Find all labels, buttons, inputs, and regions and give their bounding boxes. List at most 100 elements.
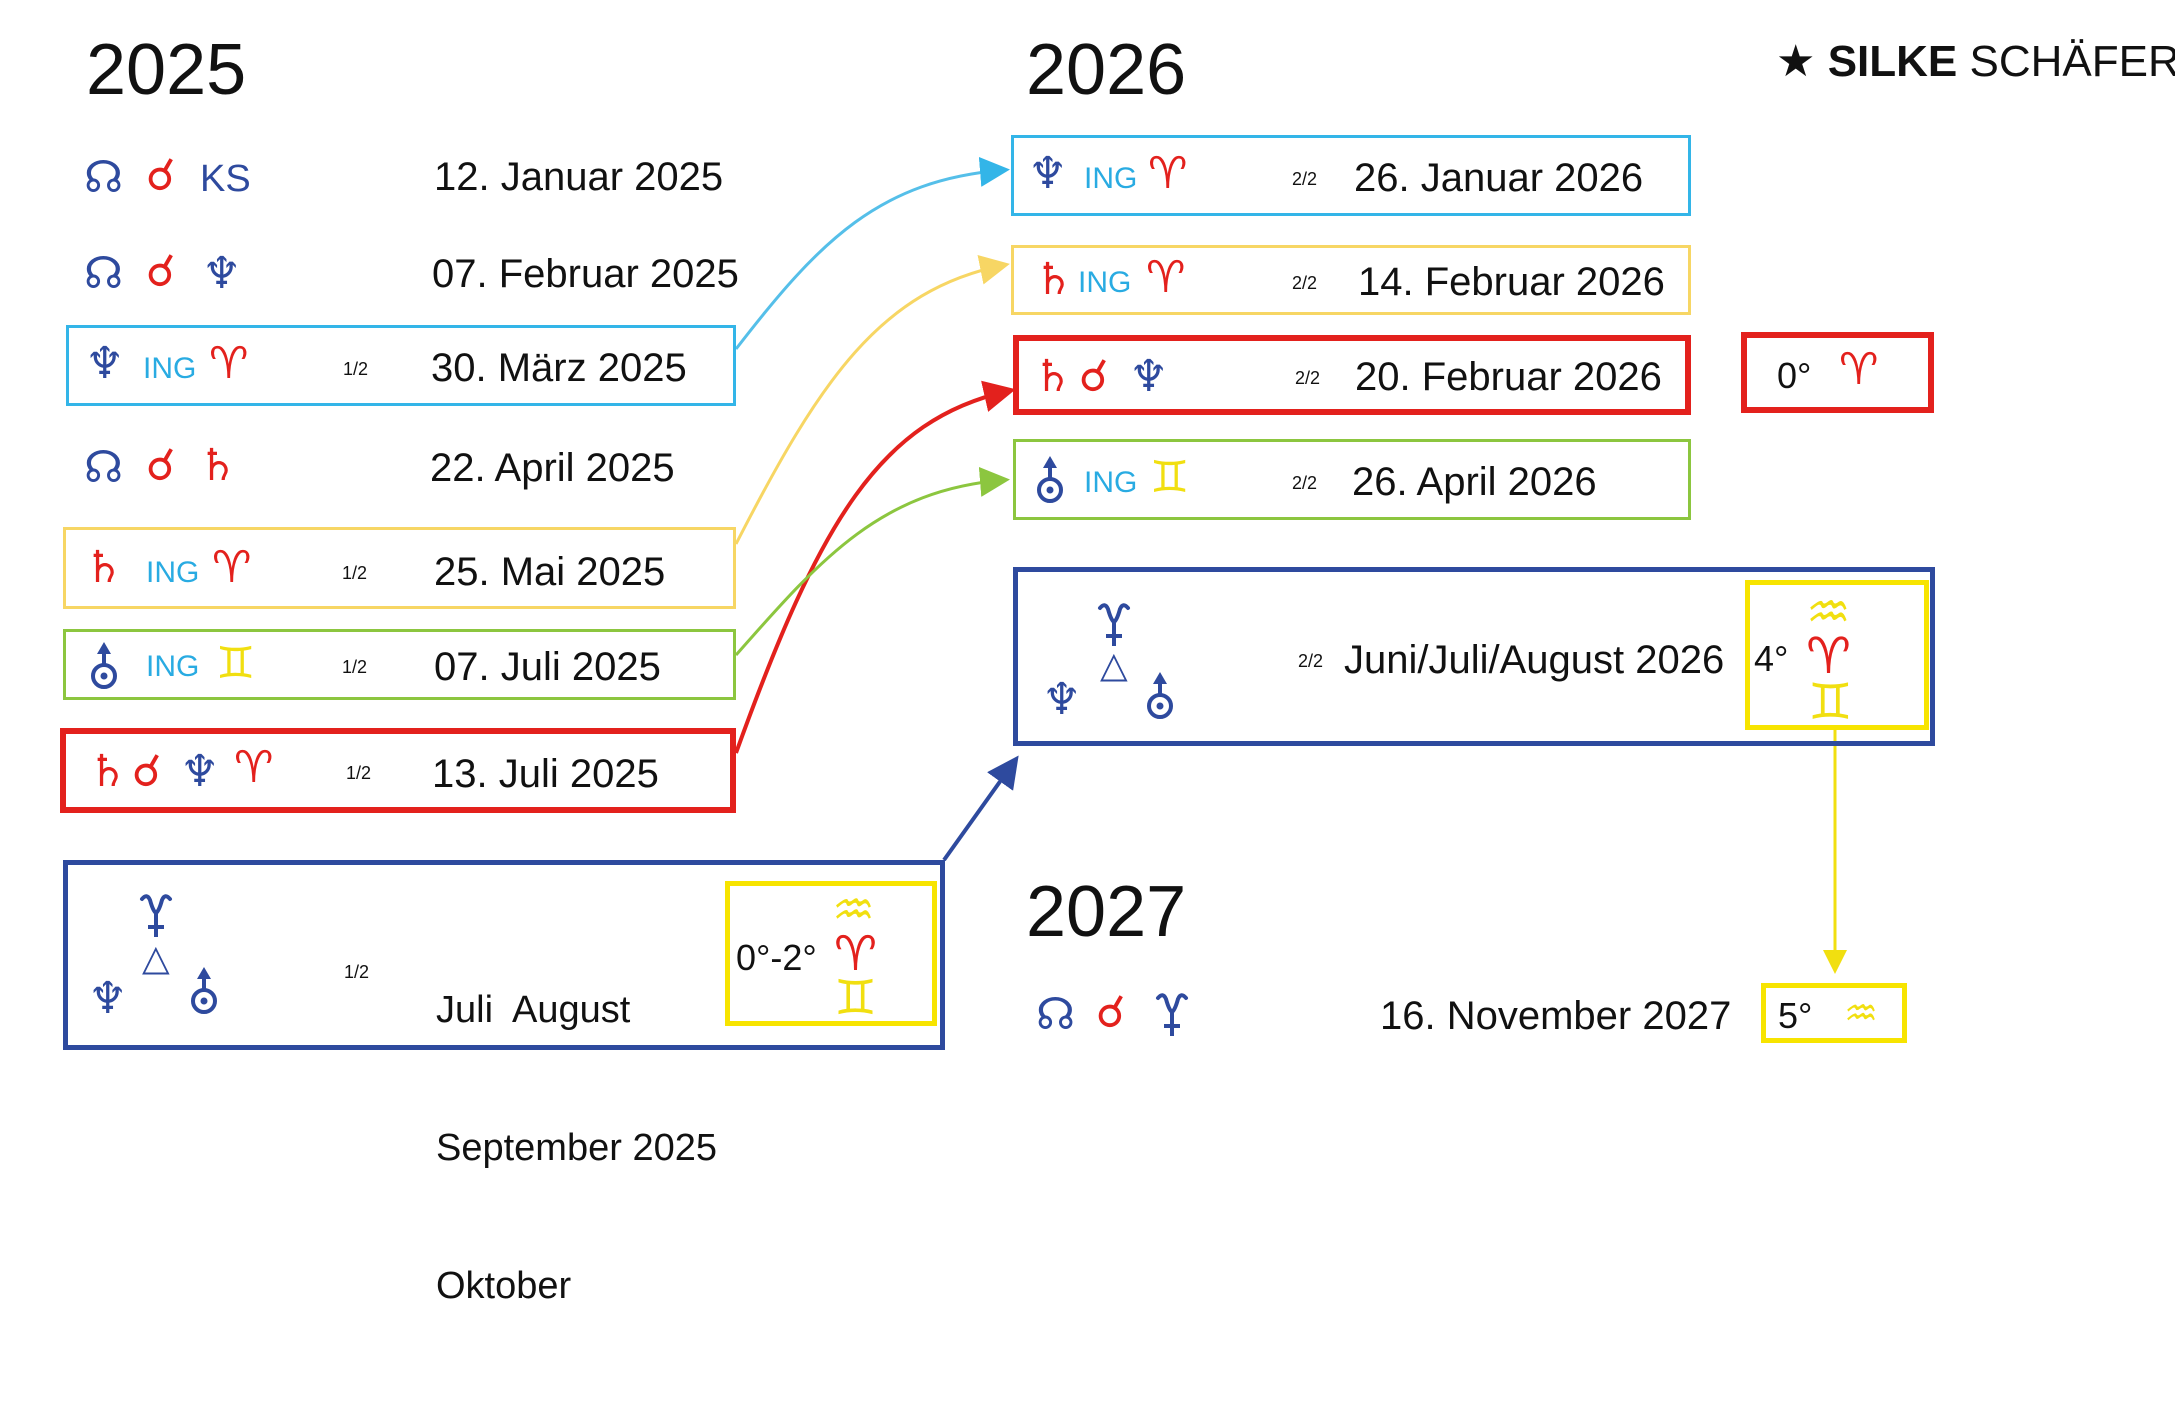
arrow-saturn-neptune — [736, 391, 1008, 753]
pluto-icon — [138, 891, 174, 939]
event-box-trine-2026: △ ♆ 2/2 Juni/Juli/August 2026 4° ♒ ♈ ♊ — [1013, 567, 1935, 746]
event-date: 20. Februar 2026 — [1355, 357, 1662, 397]
degree-box: 4° ♒ ♈ ♊ — [1745, 580, 1929, 730]
aries-icon: ♈ — [234, 746, 273, 790]
event-fraction: 1/2 — [344, 963, 369, 981]
neptune-icon: ♆ — [180, 750, 219, 794]
event-date: 13. Juli 2025 — [432, 754, 659, 794]
event-fraction: 2/2 — [1295, 369, 1320, 387]
event-date: 07. Juli 2025 — [434, 647, 661, 687]
event-fraction: 2/2 — [1292, 274, 1317, 292]
ingress-label: ING — [1084, 164, 1137, 194]
ingress-label: ING — [146, 652, 199, 682]
aries-icon: ♈ — [212, 546, 251, 590]
neptune-icon: ♆ — [1042, 678, 1081, 722]
event-box-saturn-neptune-conjunction-2: ♄ ☌ ♆ 2/2 20. Februar 2026 — [1013, 335, 1691, 415]
degree-label: 0°-2° — [736, 940, 817, 976]
brand-name-rest: SCHÄFER — [1970, 37, 2175, 86]
uranus-icon — [186, 965, 222, 1015]
year-2027-heading: 2027 — [1026, 876, 1186, 948]
uranus-icon — [86, 640, 122, 690]
event-box-neptune-ingress-2: ♆ ING ♈ 2/2 26. Januar 2026 — [1011, 135, 1691, 216]
saturn-icon: ♄ — [198, 444, 237, 488]
saturn-icon: ♄ — [1034, 258, 1073, 302]
conjunction-icon: ☌ — [1079, 355, 1109, 399]
event-box-saturn-ingress: ♄ ING ♈ 1/2 25. Mai 2025 — [63, 527, 736, 609]
arrow-uranus-ingress — [736, 480, 1004, 655]
event-fraction: 2/2 — [1298, 652, 1323, 670]
degree-box-5: 5° ♒ — [1761, 983, 1907, 1043]
event-date: 07. Februar 2025 — [432, 254, 739, 294]
aries-icon: ♈ — [1148, 152, 1187, 196]
event-fraction: 1/2 — [343, 360, 368, 378]
aries-icon: ♈ — [209, 342, 248, 386]
pluto-icon — [1154, 990, 1190, 1038]
gemini-icon: ♊ — [216, 642, 255, 686]
ingress-label: ING — [143, 354, 196, 384]
aries-icon: ♈ — [1146, 256, 1185, 300]
event-fraction: 1/2 — [346, 764, 371, 782]
event-box-saturn-ingress-2: ♄ ING ♈ 2/2 14. Februar 2026 — [1011, 245, 1691, 315]
conjunction-icon: ☌ — [146, 250, 176, 294]
neptune-icon: ♆ — [1129, 355, 1168, 399]
aries-icon: ♈ — [1839, 348, 1878, 392]
degree-box-0: 0° ♈ — [1741, 332, 1934, 413]
saturn-icon: ♄ — [88, 750, 127, 794]
neptune-icon: ♆ — [1028, 152, 1067, 196]
star-icon: ★ — [1776, 37, 1815, 86]
gemini-icon: ♊ — [1150, 456, 1189, 500]
degree-label: 4° — [1754, 641, 1788, 677]
arrow-trine — [944, 762, 1014, 860]
aquarius-icon: ♒ — [1844, 994, 1878, 1032]
event-fraction: 2/2 — [1292, 170, 1317, 188]
date-line: Juli August — [436, 987, 717, 1033]
event-box-uranus-ingress: ING ♊ 1/2 07. Juli 2025 — [63, 629, 736, 700]
conjunction-icon: ☌ — [146, 154, 176, 198]
uranus-icon — [1142, 670, 1178, 720]
conjunction-icon: ☌ — [1096, 991, 1126, 1035]
event-date: 30. März 2025 — [431, 348, 687, 388]
event-fraction: 1/2 — [342, 564, 367, 582]
ingress-label: ING — [1084, 468, 1137, 498]
event-fraction: 1/2 — [342, 658, 367, 676]
trine-icon: △ — [142, 941, 170, 977]
degree-label: 5° — [1778, 998, 1812, 1034]
north-node-icon: ☊ — [84, 446, 123, 490]
conjunction-icon: ☌ — [146, 444, 176, 488]
north-node-icon: ☊ — [84, 252, 123, 296]
gemini-icon: ♊ — [834, 974, 877, 1022]
event-fraction: 2/2 — [1292, 474, 1317, 492]
event-date: 16. November 2027 — [1380, 996, 1731, 1036]
brand-name-bold: SILKE — [1828, 37, 1958, 86]
event-date-range: Juli August September 2025 Oktober — [436, 895, 717, 1401]
degree-label: 0° — [1777, 358, 1811, 394]
degree-box: 0°-2° ♒ ♈ ♊ — [725, 881, 937, 1026]
north-node-icon: ☊ — [1036, 993, 1075, 1037]
event-date: 26. April 2026 — [1352, 462, 1597, 502]
date-line: Oktober — [436, 1263, 717, 1309]
uranus-icon — [1032, 454, 1068, 504]
neptune-icon: ♆ — [85, 342, 124, 386]
event-box-uranus-ingress-2: ING ♊ 2/2 26. April 2026 — [1013, 439, 1691, 520]
year-2026-heading: 2026 — [1026, 34, 1186, 106]
event-box-saturn-neptune-conjunction: ♄ ☌ ♆ ♈ 1/2 13. Juli 2025 — [60, 728, 736, 813]
event-date: 25. Mai 2025 — [434, 552, 665, 592]
pluto-icon — [1096, 600, 1132, 648]
ingress-label: ING — [1078, 268, 1131, 298]
neptune-icon: ♆ — [202, 252, 241, 296]
event-date: 14. Februar 2026 — [1358, 262, 1665, 302]
gemini-icon: ♊ — [1808, 677, 1853, 727]
event-label: KS — [200, 160, 251, 198]
saturn-icon: ♄ — [84, 546, 123, 590]
event-date: 26. Januar 2026 — [1354, 158, 1643, 198]
date-line: September 2025 — [436, 1125, 717, 1171]
arrow-neptune-ingress — [736, 170, 1004, 349]
event-box-neptune-ingress: ♆ ING ♈ 1/2 30. März 2025 — [66, 325, 736, 406]
saturn-icon: ♄ — [1033, 355, 1072, 399]
year-2025-heading: 2025 — [86, 34, 246, 106]
event-box-trine-2025: △ ♆ 1/2 Juli August September 2025 Oktob… — [63, 860, 945, 1050]
trine-icon: △ — [1100, 648, 1128, 684]
event-date: 12. Januar 2025 — [434, 157, 723, 197]
neptune-icon: ♆ — [88, 977, 127, 1021]
conjunction-icon: ☌ — [132, 750, 162, 794]
